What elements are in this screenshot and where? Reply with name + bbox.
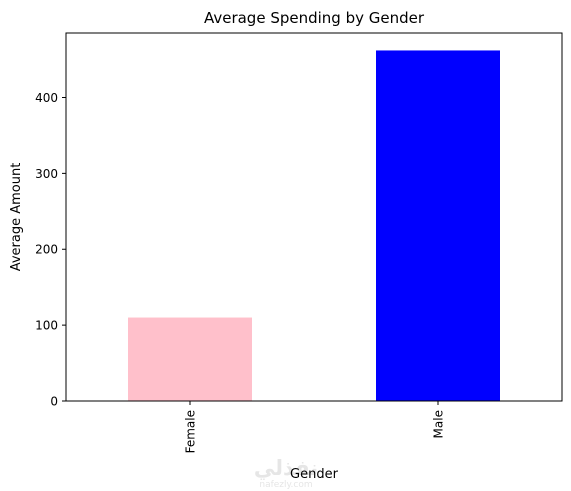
x-axis-label: Gender	[290, 467, 339, 482]
y-tick-label: 400	[35, 91, 58, 105]
bars-group	[128, 50, 500, 401]
y-tick-label: 200	[35, 243, 58, 257]
y-axis: 0 100 200 300 400	[35, 91, 66, 409]
y-tick-label: 300	[35, 167, 58, 181]
y-tick-label: 0	[50, 395, 58, 409]
bar-female	[128, 318, 252, 401]
x-axis: Female Male	[184, 401, 446, 453]
x-tick-label-male: Male	[432, 410, 446, 438]
bar-male	[376, 50, 500, 401]
y-axis-label: Average Amount	[9, 163, 24, 272]
x-tick-label-female: Female	[184, 410, 198, 453]
y-tick-label: 100	[35, 319, 58, 333]
chart-title: Average Spending by Gender	[204, 9, 425, 27]
